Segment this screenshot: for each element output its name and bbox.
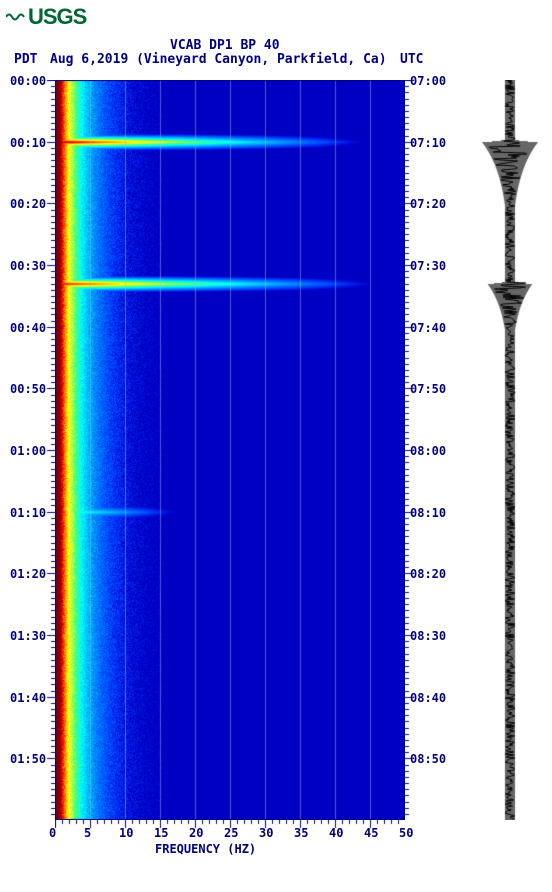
time-tick: 01:00: [10, 444, 46, 458]
time-tick: 07:10: [410, 136, 446, 150]
time-tick: 08:20: [410, 567, 446, 581]
date-location: Aug 6,2019 (Vineyard Canyon, Parkfield, …: [50, 52, 387, 67]
time-tick: 07:30: [410, 259, 446, 273]
usgs-logo: USGS: [6, 4, 86, 30]
time-tick: 01:40: [10, 691, 46, 705]
time-tick: 08:00: [410, 444, 446, 458]
tz-right-label: UTC: [400, 52, 423, 67]
time-tick: 00:40: [10, 321, 46, 335]
time-tick: 00:00: [10, 74, 46, 88]
time-tick: 08:30: [410, 629, 446, 643]
time-tick: 01:10: [10, 506, 46, 520]
time-tick: 01:20: [10, 567, 46, 581]
time-tick: 07:40: [410, 321, 446, 335]
left-ticks: [45, 80, 55, 820]
logo-text: USGS: [28, 4, 86, 29]
time-tick: 00:50: [10, 382, 46, 396]
time-tick: 08:50: [410, 752, 446, 766]
time-tick: 00:10: [10, 136, 46, 150]
tz-left-label: PDT: [14, 52, 37, 67]
time-tick: 08:40: [410, 691, 446, 705]
time-tick: 07:50: [410, 382, 446, 396]
time-tick: 07:00: [410, 74, 446, 88]
time-tick: 01:30: [10, 629, 46, 643]
x-axis-label: FREQUENCY (HZ): [155, 842, 256, 856]
time-tick: 01:50: [10, 752, 46, 766]
waveform: [480, 80, 540, 820]
time-tick: 08:10: [410, 506, 446, 520]
time-tick: 00:30: [10, 259, 46, 273]
time-tick: 07:20: [410, 197, 446, 211]
chart-title: VCAB DP1 BP 40: [170, 38, 280, 53]
spectrogram: [55, 80, 405, 820]
usgs-wave-icon: [6, 10, 26, 24]
right-ticks: [405, 80, 415, 820]
time-tick: 00:20: [10, 197, 46, 211]
right-time-axis: 07:0007:1007:2007:3007:4007:5008:0008:10…: [410, 80, 455, 820]
bottom-ticks: [55, 820, 405, 830]
